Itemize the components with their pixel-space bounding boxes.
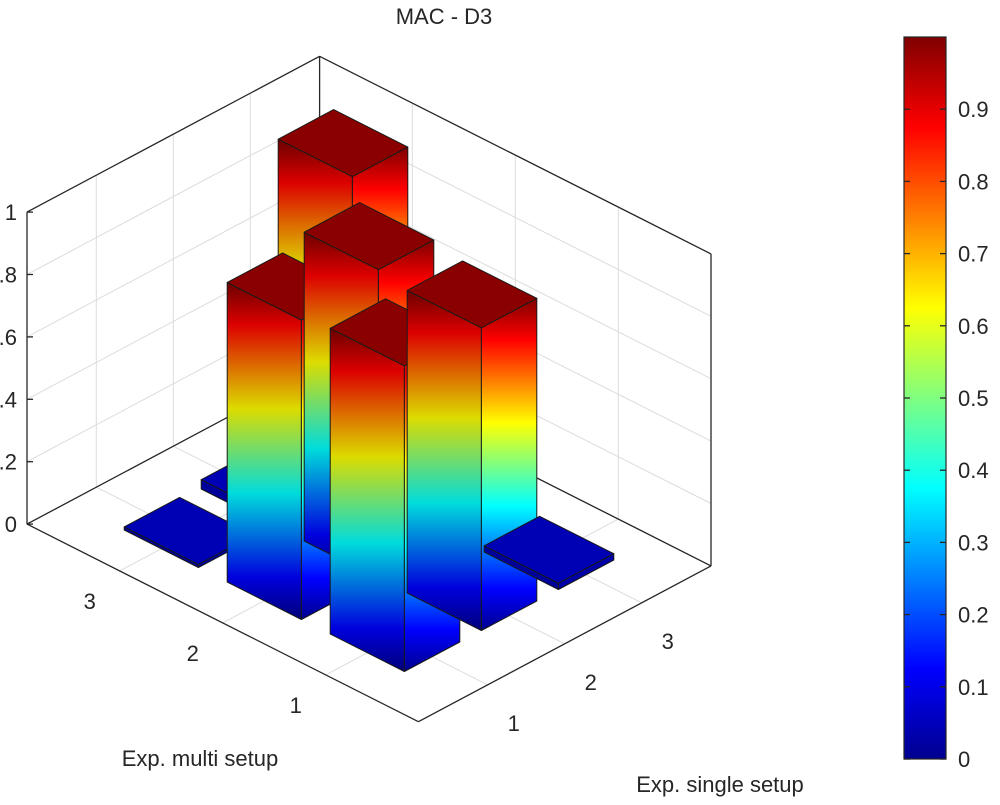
x-tick-label: 2: [585, 670, 597, 695]
colorbar-tick-label: 0.3: [958, 530, 989, 555]
bar-face-top: [406, 260, 538, 329]
labels-layer: 0 0.2 0.4 0.6 0.8 1 1 2 3 1 2 3: [0, 200, 674, 736]
bar-face-left: [329, 327, 405, 672]
bar-face-top: [303, 202, 435, 271]
colorbar-gradient: [903, 36, 947, 760]
bar-face-left: [226, 282, 302, 620]
axis-line: [418, 565, 712, 723]
bars-layer: [123, 109, 615, 672]
x-axis-label: Exp. single setup: [636, 772, 804, 797]
bar-multi-3-single-1: [123, 496, 255, 568]
z-tick-label: 0.6: [0, 325, 17, 350]
z-tick-label: 1: [5, 200, 17, 225]
axis-line: [26, 55, 320, 213]
bar-face-top: [483, 515, 615, 584]
y-axis-label: Exp. multi setup: [122, 746, 279, 771]
y-tick-label: 3: [84, 589, 96, 614]
z-tick-label: 0: [5, 512, 17, 537]
z-tick-label: 0.2: [0, 450, 17, 475]
bar-multi-1-single-3: [483, 515, 615, 590]
colorbar-ticks: 0 0.1 0.2 0.3 0.4 0.5 0.6 0.7 0.8 0.9: [904, 97, 989, 772]
z-tick-label: 0.4: [0, 387, 17, 412]
x-tick-label: 1: [508, 711, 520, 736]
colorbar-tick-label: 0.7: [958, 242, 989, 267]
bar-face-front: [480, 297, 538, 631]
colorbar-tick-label: 0: [958, 747, 970, 772]
y-tick-label: 1: [290, 693, 302, 718]
y-tick-label: 2: [187, 641, 199, 666]
chart-title: MAC - D3: [396, 4, 493, 29]
bar-face-left: [406, 289, 482, 631]
x-tick-label: 3: [662, 629, 674, 654]
colorbar-tick-label: 0.4: [958, 458, 989, 483]
axis-layer: [26, 55, 712, 723]
colorbar-tick-label: 0.1: [958, 675, 989, 700]
axis-line: [26, 523, 419, 723]
bar-multi-1-single-2: [406, 260, 538, 631]
colorbar-tick-label: 0.6: [958, 314, 989, 339]
colorbar-tick-label: 0.5: [958, 386, 989, 411]
colorbar-tick-label: 0.9: [958, 97, 989, 122]
colorbar-tick-label: 0.8: [958, 169, 989, 194]
colorbar-tick-label: 0.2: [958, 603, 989, 628]
axis-line: [319, 55, 712, 255]
colorbar: 0 0.1 0.2 0.3 0.4 0.5 0.6 0.7 0.8 0.9: [903, 36, 989, 772]
bar-face-top: [277, 109, 409, 178]
z-tick-label: 0.8: [0, 263, 17, 288]
